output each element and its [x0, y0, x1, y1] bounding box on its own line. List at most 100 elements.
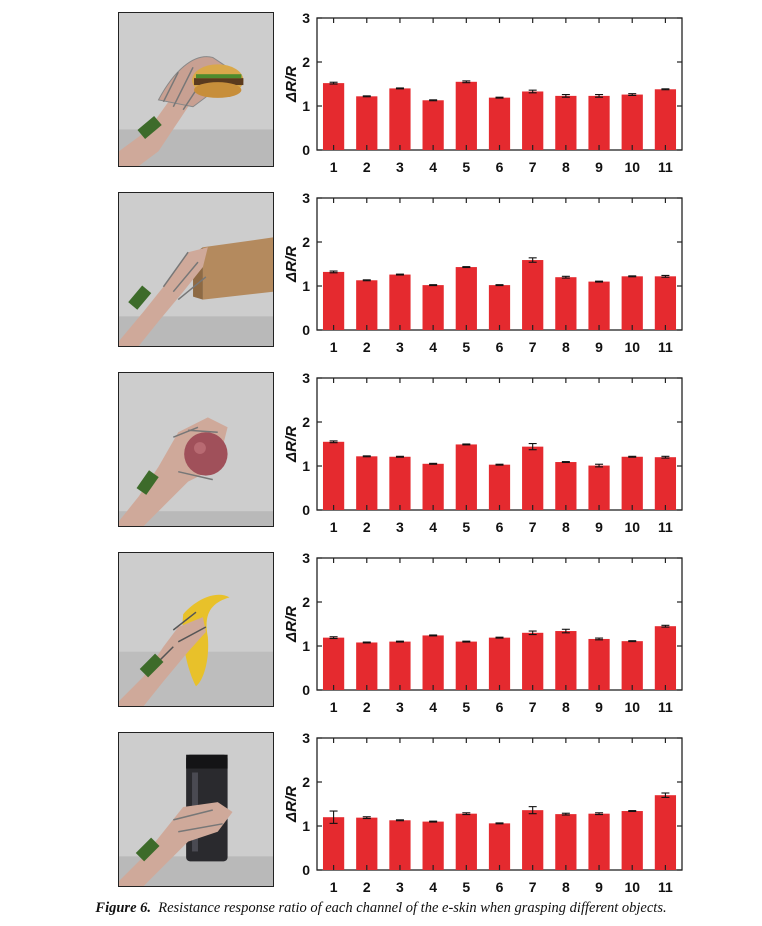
x-tick-label: 9 — [595, 159, 603, 175]
bar-channel-7 — [522, 632, 544, 690]
bar-channel-3 — [389, 274, 411, 330]
x-tick-label: 11 — [658, 879, 673, 895]
x-tick-label: 3 — [396, 519, 404, 535]
error-bar-6 — [495, 463, 504, 466]
bar-channel-7 — [522, 91, 544, 150]
bar-chart-svg: 0 1 2 3 1 2 3 4 5 6 7 8 9 10 11 ΔR/R — [283, 730, 683, 895]
error-bar-9 — [595, 463, 604, 468]
photo-ball — [118, 372, 274, 527]
x-tick-label: 7 — [529, 339, 537, 355]
x-tick-label: 9 — [595, 519, 603, 535]
x-tick-label: 6 — [496, 519, 504, 535]
bar-channel-7 — [522, 446, 544, 510]
bar-channel-9 — [588, 95, 610, 150]
x-tick-label: 2 — [363, 339, 371, 355]
x-tick-label: 7 — [529, 699, 537, 715]
x-tick-label: 5 — [462, 159, 470, 175]
bar-channel-1 — [322, 637, 345, 690]
x-tick-label: 11 — [658, 339, 673, 355]
bar-channel-9 — [588, 465, 610, 510]
error-bar-1 — [329, 810, 338, 824]
x-tick-label: 2 — [363, 699, 371, 715]
error-bar-8 — [561, 628, 570, 634]
bar-channel-11 — [654, 276, 677, 330]
error-bar-1 — [329, 440, 338, 444]
x-tick-label: 1 — [330, 519, 338, 535]
error-bar-3 — [395, 819, 404, 822]
error-bar-9 — [595, 812, 604, 816]
bar-channel-3 — [389, 641, 411, 690]
x-tick-label: 5 — [462, 519, 470, 535]
y-tick-label: 0 — [302, 502, 310, 518]
x-tick-label: 10 — [624, 879, 640, 895]
chart-panel-2: 0 1 2 3 1 2 3 4 5 6 7 8 9 10 11 ΔR/R — [282, 188, 683, 363]
bar-channel-2 — [356, 817, 378, 870]
chart-panel-4: 0 1 2 3 1 2 3 4 5 6 7 8 9 10 11 ΔR/R — [282, 548, 683, 723]
bar-channel-1 — [322, 83, 345, 150]
x-tick-label: 6 — [496, 879, 504, 895]
error-bar-1 — [329, 636, 338, 640]
bar-channel-11 — [654, 626, 677, 690]
bar-channel-4 — [422, 463, 444, 510]
x-tick-label: 8 — [562, 159, 570, 175]
bar-channel-5 — [455, 641, 477, 690]
bar-channel-4 — [422, 285, 444, 330]
hand-holding-ball-icon — [119, 373, 273, 526]
chart-panel-1: 0 1 2 3 1 2 3 4 5 6 7 8 9 10 11 ΔR/R — [282, 8, 683, 183]
figure-caption-text: Resistance response ratio of each channe… — [158, 900, 667, 916]
bar-channel-1 — [322, 441, 345, 510]
y-tick-label: 0 — [302, 322, 310, 338]
error-bar-8 — [561, 461, 570, 464]
error-bar-11 — [661, 792, 670, 798]
bar-channel-6 — [488, 637, 511, 690]
y-tick-label: 2 — [302, 234, 310, 250]
x-tick-label: 1 — [330, 879, 338, 895]
bar-channel-3 — [389, 456, 411, 510]
bar-channel-4 — [422, 635, 444, 690]
x-tick-label: 9 — [595, 879, 603, 895]
bar-channel-8 — [555, 277, 577, 330]
y-axis-label: ΔR/R — [283, 606, 300, 643]
bar-channel-6 — [488, 823, 511, 870]
x-tick-label: 4 — [429, 519, 437, 535]
x-tick-label: 5 — [462, 699, 470, 715]
error-bar-10 — [628, 640, 637, 643]
chart-panel-3: 0 1 2 3 1 2 3 4 5 6 7 8 9 10 11 ΔR/R — [282, 368, 683, 543]
error-bar-1 — [329, 270, 338, 274]
bar-channel-10 — [621, 811, 643, 870]
x-tick-label: 4 — [429, 699, 437, 715]
error-bar-2 — [362, 279, 371, 282]
bar-channel-10 — [621, 276, 643, 330]
error-bar-5 — [462, 80, 471, 84]
y-axis-label: ΔR/R — [283, 426, 300, 463]
error-bar-3 — [395, 455, 404, 458]
bar-channel-6 — [488, 285, 511, 330]
bar-channel-5 — [455, 267, 477, 330]
bar-channel-11 — [654, 795, 677, 870]
x-tick-label: 8 — [562, 699, 570, 715]
x-tick-label: 2 — [363, 159, 371, 175]
y-tick-label: 0 — [302, 142, 310, 158]
error-bar-10 — [628, 455, 637, 458]
x-tick-label: 9 — [595, 699, 603, 715]
hand-holding-banana-icon — [119, 553, 273, 706]
error-bar-4 — [429, 462, 438, 465]
x-tick-label: 8 — [562, 879, 570, 895]
x-tick-label: 2 — [363, 519, 371, 535]
x-tick-label: 3 — [396, 159, 404, 175]
bar-channel-5 — [455, 444, 477, 510]
figure-label: Figure 6. — [95, 900, 151, 916]
x-tick-label: 7 — [529, 519, 537, 535]
error-bar-11 — [661, 624, 670, 628]
bar-channel-9 — [588, 813, 610, 870]
bar-channel-2 — [356, 96, 378, 150]
y-axis-label: ΔR/R — [283, 246, 300, 283]
y-tick-label: 3 — [302, 190, 310, 206]
error-bar-2 — [362, 95, 371, 98]
bar-channel-8 — [555, 462, 577, 510]
error-bar-9 — [595, 280, 604, 283]
bar-channel-3 — [389, 88, 411, 150]
x-tick-label: 4 — [429, 339, 437, 355]
bar-channel-8 — [555, 95, 577, 150]
x-tick-label: 9 — [595, 339, 603, 355]
